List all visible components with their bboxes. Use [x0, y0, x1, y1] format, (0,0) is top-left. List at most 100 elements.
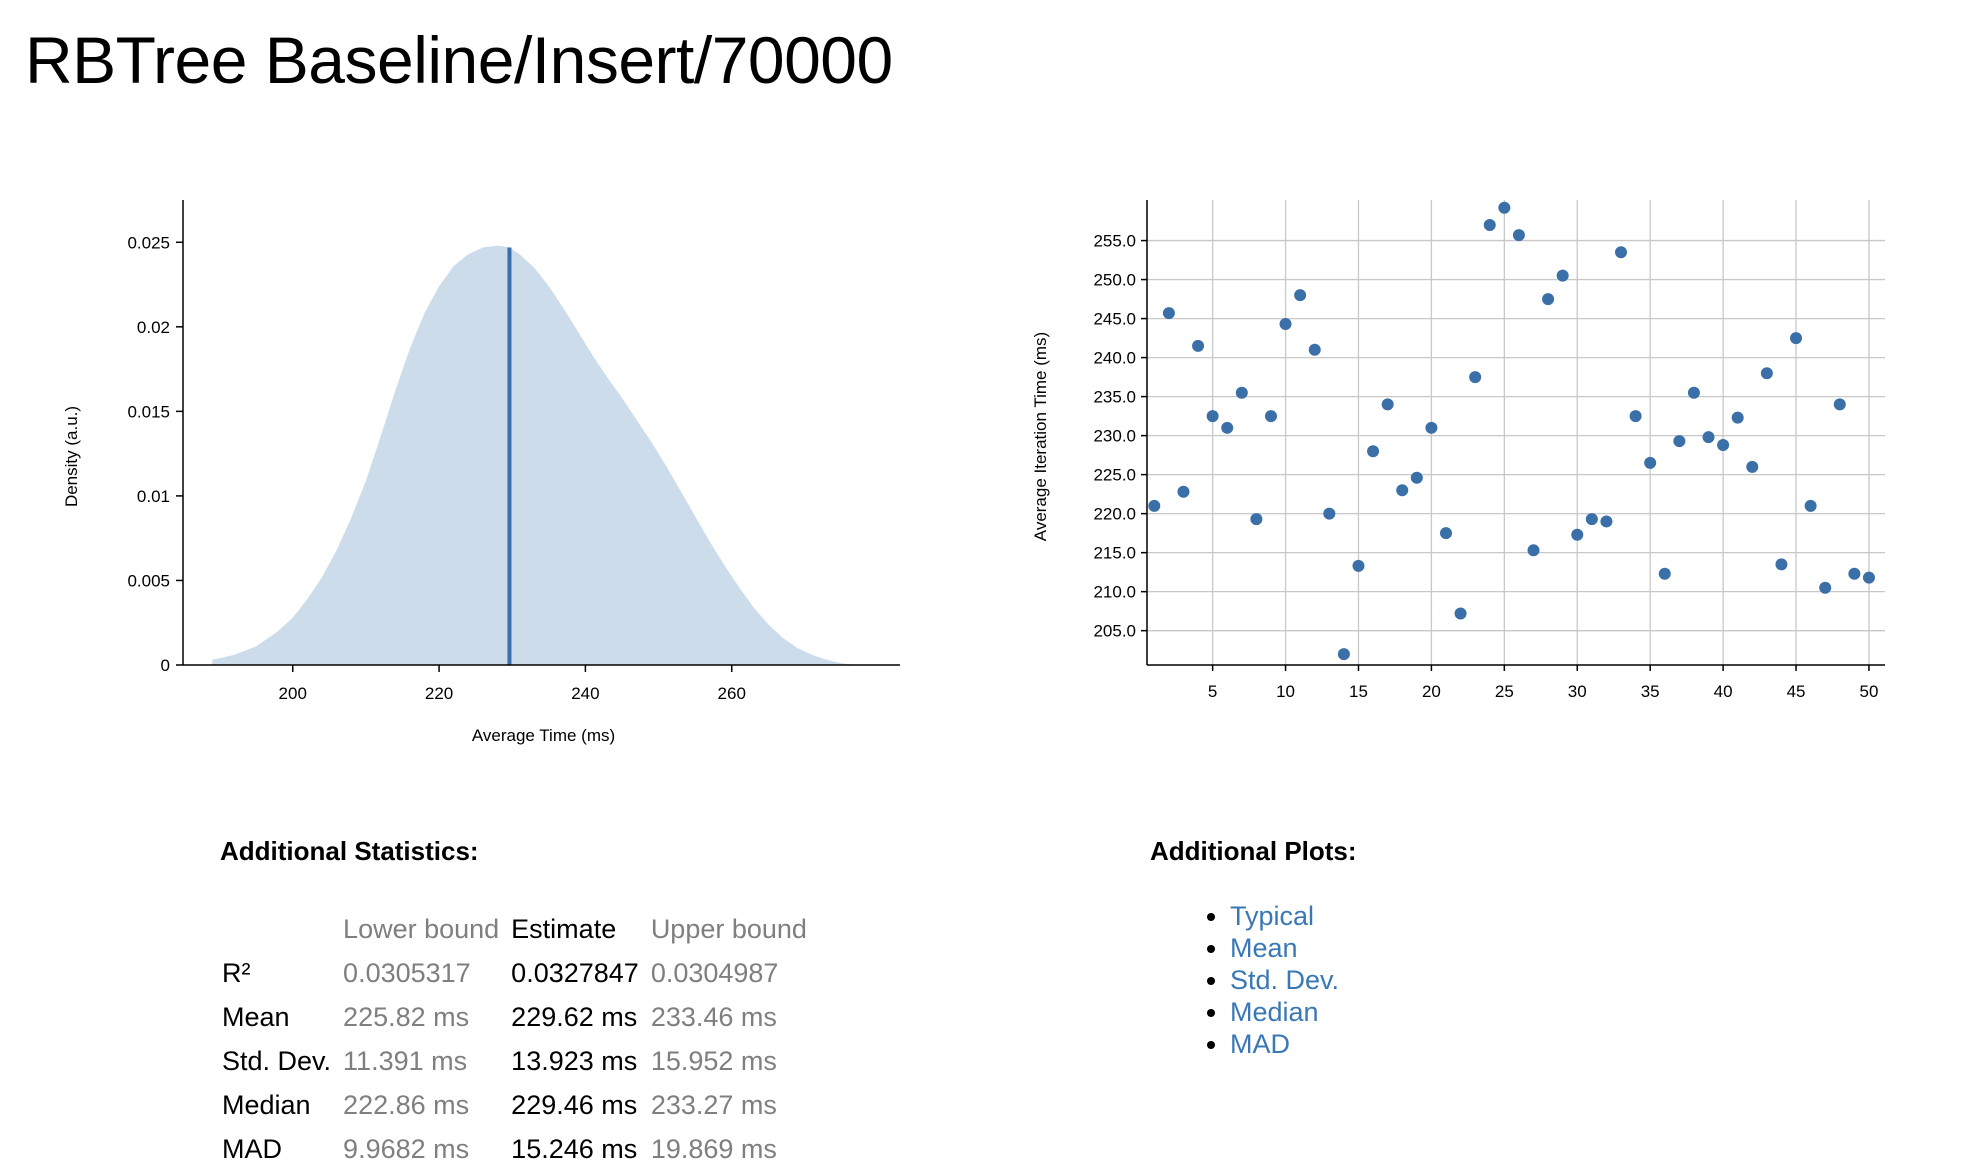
data-point — [1264, 410, 1277, 423]
data-point — [1498, 201, 1511, 214]
stat-row-mad: MAD 9.9682 ms 15.246 ms 19.869 ms — [216, 1127, 813, 1171]
plot-link-mad[interactable]: MAD — [1230, 1029, 1290, 1059]
stat-upper: 0.0304987 — [650, 957, 779, 988]
data-point — [1702, 431, 1715, 444]
statistics-table: Lower bound Estimate Upper bound R² 0.03… — [216, 907, 813, 1171]
stat-estimate: 229.46 ms — [511, 1089, 638, 1120]
data-point — [1221, 421, 1234, 434]
data-point — [1600, 515, 1613, 528]
page-title: RBTree Baseline/Insert/70000 — [25, 23, 893, 97]
density-chart: 0 0.005 0.01 0.015 0.02 0.025 200 220 240 260 Aver… — [62, 200, 900, 745]
data-point — [1454, 607, 1467, 620]
data-point — [1439, 527, 1452, 540]
plot-link-std-dev[interactable]: Std. Dev. — [1230, 965, 1340, 995]
stat-label: Std. Dev. — [222, 1045, 332, 1076]
plot-link-mean[interactable]: Mean — [1230, 933, 1298, 963]
stat-estimate: 0.0327847 — [511, 957, 639, 988]
plot-link-typical[interactable]: Typical — [1230, 901, 1315, 931]
data-point — [1410, 471, 1423, 484]
additional-plots-list: Typical Mean Std. Dev. Median MAD — [1170, 900, 1339, 1060]
plot-list-item: Mean — [1230, 932, 1339, 964]
data-point — [1367, 445, 1380, 458]
x-tick-label: 40 — [1714, 682, 1733, 701]
stat-upper: 15.952 ms — [650, 1045, 777, 1076]
data-point — [1206, 410, 1219, 423]
stat-label: R² — [222, 957, 251, 988]
x-tick-label: 50 — [1859, 682, 1878, 701]
stat-upper: 233.27 ms — [650, 1089, 777, 1120]
data-point — [1629, 410, 1642, 423]
data-point — [1673, 435, 1686, 448]
y-tick-label: 225.0 — [1093, 466, 1136, 485]
stat-label: Mean — [222, 1001, 290, 1032]
y-tick-label: 0.01 — [137, 487, 170, 506]
data-point — [1352, 559, 1365, 572]
x-tick-label: 25 — [1495, 682, 1514, 701]
y-tick-label: 0.02 — [137, 318, 170, 337]
x-tick-label: 220 — [425, 684, 453, 703]
x-tick-label: 35 — [1641, 682, 1660, 701]
density-area — [212, 245, 857, 665]
y-tick-label: 220.0 — [1093, 505, 1136, 524]
data-point — [1177, 485, 1190, 498]
data-point — [1483, 218, 1496, 231]
stat-lower: 222.86 ms — [343, 1089, 470, 1120]
x-tick-label: 240 — [571, 684, 599, 703]
y-tick-label: 215.0 — [1093, 544, 1136, 563]
y-tick-label: 235.0 — [1093, 388, 1136, 407]
data-point — [1760, 367, 1773, 380]
plot-list-item: MAD — [1230, 1028, 1339, 1060]
header-blank — [216, 907, 337, 951]
x-tick-label: 15 — [1349, 682, 1368, 701]
y-tick-label: 255.0 — [1093, 232, 1136, 251]
stat-row-median: Median 222.86 ms 229.46 ms 233.27 ms — [216, 1083, 813, 1127]
x-axis-label: Average Time (ms) — [472, 726, 615, 745]
data-point — [1585, 513, 1598, 526]
data-point — [1148, 499, 1161, 512]
data-point — [1469, 371, 1482, 384]
stat-label: Median — [222, 1089, 311, 1120]
data-point — [1862, 571, 1875, 584]
data-point — [1279, 318, 1292, 331]
x-tick-label: 30 — [1568, 682, 1587, 701]
plot-link-median[interactable]: Median — [1230, 997, 1319, 1027]
data-point — [1250, 513, 1263, 526]
header-upper-bound: Upper bound — [650, 913, 807, 944]
y-tick-label: 245.0 — [1093, 310, 1136, 329]
data-point — [1571, 528, 1584, 541]
stat-row-mean: Mean 225.82 ms 229.62 ms 233.46 ms — [216, 995, 813, 1039]
stat-row-std-dev: Std. Dev. 11.391 ms 13.923 ms 15.952 ms — [216, 1039, 813, 1083]
plot-list-item: Median — [1230, 996, 1339, 1028]
y-tick-label: 0.005 — [127, 571, 170, 590]
data-point — [1615, 246, 1628, 259]
stat-row-r2: R² 0.0305317 0.0327847 0.0304987 — [216, 951, 813, 995]
stat-upper: 233.46 ms — [650, 1001, 777, 1032]
additional-statistics-heading: Additional Statistics: — [220, 836, 479, 866]
stat-estimate: 15.246 ms — [511, 1133, 638, 1164]
data-point — [1162, 307, 1175, 320]
data-point — [1804, 499, 1817, 512]
data-point — [1819, 581, 1832, 594]
plot-list-item: Std. Dev. — [1230, 964, 1339, 996]
x-tick-label: 45 — [1787, 682, 1806, 701]
stat-estimate: 229.62 ms — [511, 1001, 638, 1032]
y-tick-label: 230.0 — [1093, 427, 1136, 446]
y-tick-label: 240.0 — [1093, 349, 1136, 368]
header-lower-bound: Lower bound — [343, 913, 500, 944]
data-point — [1323, 507, 1336, 520]
data-point — [1294, 289, 1307, 302]
data-point — [1512, 229, 1525, 242]
data-point — [1192, 339, 1205, 352]
x-tick-label: 260 — [718, 684, 746, 703]
y-tick-label: 250.0 — [1093, 271, 1136, 290]
data-point — [1790, 332, 1803, 345]
x-tick-label: 5 — [1208, 682, 1217, 701]
data-point — [1658, 567, 1671, 580]
data-point — [1731, 411, 1744, 424]
data-point — [1527, 544, 1540, 557]
iteration-times-chart: 205.0 210.0 215.0 220.0 225.0 230.0 235.0 240.0… — [1031, 200, 1885, 701]
data-point — [1833, 398, 1846, 411]
data-point — [1848, 567, 1861, 580]
stat-lower: 0.0305317 — [343, 957, 471, 988]
data-point — [1556, 269, 1569, 282]
